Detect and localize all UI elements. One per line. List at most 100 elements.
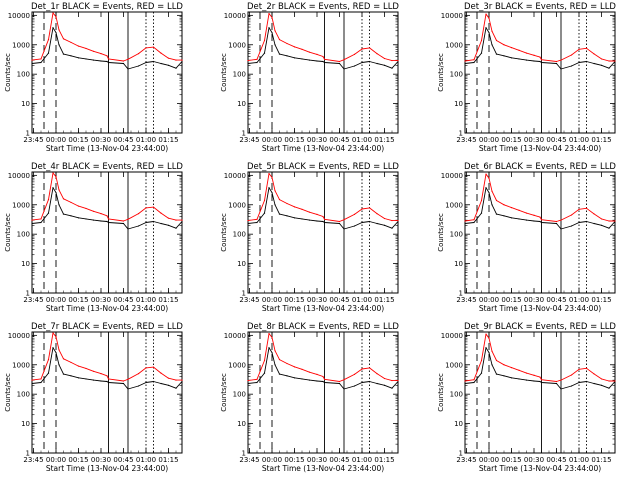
data-point-events <box>40 381 42 384</box>
panel-8: 1 10 100 1000 10000 23:45 00:00 00:15 00:30 00:45… <box>220 322 399 473</box>
data-point-lld <box>376 373 378 375</box>
series-line-events <box>464 347 616 390</box>
series-line-events <box>464 187 616 230</box>
data-point-lld <box>271 176 273 179</box>
y-tick-label: 1 <box>459 290 463 298</box>
data-point-events <box>608 227 610 229</box>
panel-title: Det_3r BLACK = Events, RED = LLD <box>464 2 616 12</box>
data-point-lld <box>175 59 177 61</box>
data-point-lld <box>137 213 140 215</box>
data-point-lld <box>473 59 475 61</box>
data-point-lld <box>268 12 270 15</box>
data-point-lld <box>485 333 487 335</box>
y-tick-label: 1000 <box>12 201 30 209</box>
x-tick-label: 00:45 <box>546 456 566 464</box>
data-point-events <box>55 351 57 354</box>
data-point-lld <box>376 213 378 215</box>
data-point-lld <box>614 220 616 222</box>
data-point-lld <box>338 220 341 223</box>
x-tick-label: 00:00 <box>46 136 66 144</box>
y-tick-label: 100 <box>17 71 30 79</box>
data-point-events <box>533 60 535 62</box>
data-point-lld <box>570 54 573 56</box>
data-point-events <box>608 67 610 69</box>
data-point-lld <box>533 214 535 216</box>
data-point-events <box>491 204 493 206</box>
data-point-lld <box>510 207 513 209</box>
data-point-lld <box>383 377 386 380</box>
data-point-events <box>585 60 588 63</box>
data-point-events <box>278 373 281 375</box>
data-point-events <box>127 388 129 390</box>
data-point-lld <box>391 219 393 222</box>
data-point-events <box>338 382 341 385</box>
x-axis-label: Start Time (13-Nov-04 23:44:00) <box>479 304 601 313</box>
x-tick-label: 01:00 <box>569 456 589 464</box>
y-tick-label: 1 <box>26 450 30 458</box>
data-point-events <box>70 215 72 217</box>
data-point-events <box>271 191 273 194</box>
data-point-events <box>343 388 345 390</box>
data-point-events <box>145 381 147 384</box>
data-point-events <box>145 221 147 224</box>
data-point-events <box>274 44 276 46</box>
data-point-events <box>585 220 588 223</box>
data-point-lld <box>274 350 276 352</box>
data-point-lld <box>52 172 54 174</box>
data-point-lld <box>480 39 483 42</box>
data-point-lld <box>127 58 129 60</box>
x-tick-label: 00:00 <box>479 136 499 144</box>
y-tick-label: 10 <box>237 100 246 108</box>
x-tick-label: 00:45 <box>546 296 566 304</box>
data-point-lld <box>323 378 326 380</box>
data-point-lld <box>293 206 296 208</box>
series-line-lld <box>464 173 615 222</box>
data-point-events <box>491 44 493 46</box>
data-point-lld <box>525 52 528 54</box>
x-tick-label: 00:30 <box>91 456 111 464</box>
plot-frame <box>464 331 616 454</box>
data-point-lld <box>322 55 324 58</box>
x-tick-label: 01:00 <box>136 456 156 464</box>
y-tick-label: 1 <box>242 450 246 458</box>
data-point-events <box>316 60 318 62</box>
data-point-events <box>518 58 520 60</box>
y-tick-label: 1000 <box>228 201 246 209</box>
data-point-events <box>100 380 102 382</box>
x-tick-label: 00:15 <box>284 456 304 464</box>
data-point-lld <box>286 42 288 45</box>
data-point-events <box>308 59 311 61</box>
data-point-lld <box>383 217 386 220</box>
data-point-lld <box>247 219 249 222</box>
data-point-lld <box>31 379 33 381</box>
data-point-events <box>578 221 580 224</box>
data-point-lld <box>560 379 562 381</box>
data-point-events <box>560 228 562 230</box>
x-tick-label: 00:30 <box>307 296 327 304</box>
data-point-lld <box>593 373 595 375</box>
data-point-events <box>301 58 303 60</box>
data-point-events <box>488 191 490 194</box>
data-point-lld <box>495 359 498 362</box>
x-tick-label: 00:00 <box>479 456 499 464</box>
data-point-events <box>480 212 483 214</box>
data-point-lld <box>106 375 108 377</box>
data-point-lld <box>293 46 296 48</box>
data-point-lld <box>181 379 183 381</box>
data-point-lld <box>256 218 258 220</box>
panel-title: Det_9r BLACK = Events, RED = LLD <box>464 322 616 332</box>
data-point-lld <box>361 208 363 210</box>
x-tick-label: 00:45 <box>329 456 349 464</box>
plot-frame <box>247 11 399 134</box>
data-point-lld <box>62 198 65 200</box>
data-point-events <box>525 379 528 381</box>
data-point-lld <box>47 38 50 41</box>
data-point-events <box>560 68 562 70</box>
data-point-events <box>539 60 541 63</box>
data-point-lld <box>308 371 311 373</box>
data-point-lld <box>510 47 513 49</box>
data-point-lld <box>175 379 177 381</box>
data-point-events <box>263 52 266 54</box>
plot-frame <box>31 11 183 134</box>
data-point-events <box>391 227 393 229</box>
